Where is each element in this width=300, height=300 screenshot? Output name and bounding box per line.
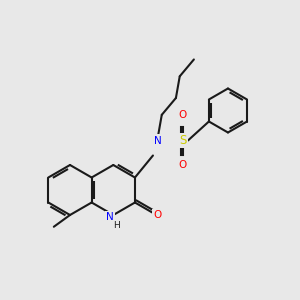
Text: O: O	[179, 110, 187, 121]
Text: O: O	[153, 211, 162, 220]
Text: N: N	[106, 212, 114, 222]
Text: S: S	[179, 134, 187, 147]
Text: H: H	[113, 220, 120, 230]
Text: O: O	[179, 160, 187, 170]
Text: N: N	[154, 136, 162, 146]
